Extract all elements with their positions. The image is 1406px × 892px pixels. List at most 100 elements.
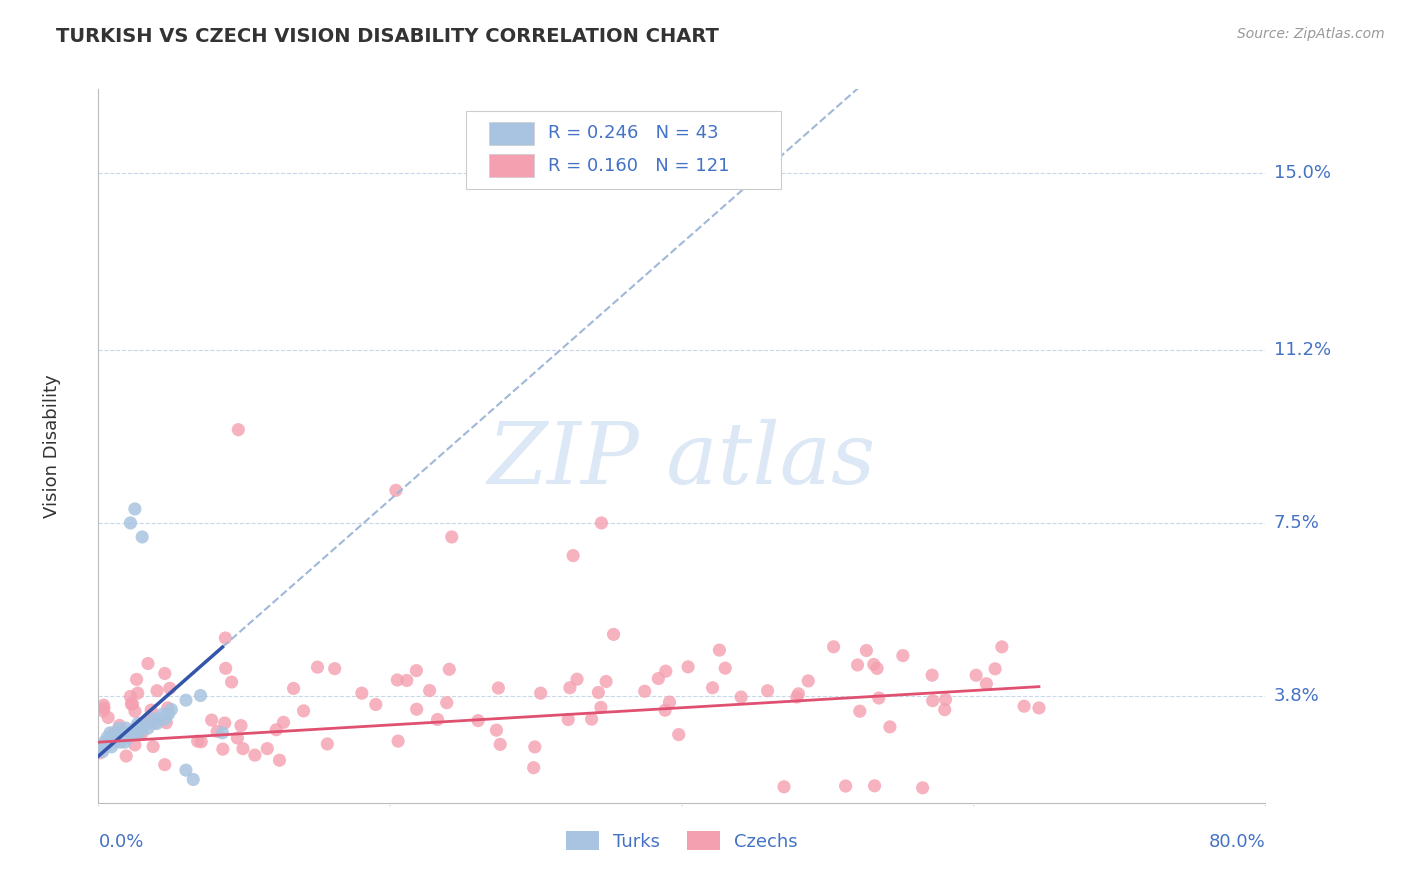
Point [581,712,603,726]
Point [891,648,914,663]
Point [149,712,172,726]
Point [862,657,884,672]
Point [187,734,209,748]
Point [91,744,114,758]
Text: Source: ZipAtlas.com: Source: ZipAtlas.com [1237,27,1385,41]
FancyBboxPatch shape [465,111,782,189]
Point [125,721,148,735]
Point [562,549,585,563]
Text: Vision Disability: Vision Disability [42,374,60,518]
Point [211,726,233,740]
Point [419,683,441,698]
Point [131,726,153,740]
Text: ZIP atlas: ZIP atlas [488,419,876,501]
Point [124,704,146,718]
Point [589,700,612,714]
FancyBboxPatch shape [489,154,534,177]
Point [787,687,810,701]
Point [965,668,987,682]
Point [100,739,122,754]
Point [557,713,579,727]
Point [849,704,872,718]
Point [136,721,159,735]
Point [439,662,461,676]
Point [558,681,581,695]
Point [269,753,291,767]
Text: 7.5%: 7.5% [1274,514,1320,532]
Point [214,631,236,645]
Point [921,668,943,682]
Point [97,710,120,724]
Point [111,731,134,745]
Point [105,731,128,745]
Point [654,703,676,717]
Point [823,640,845,654]
Point [214,716,236,731]
Point [486,681,509,695]
Text: TURKISH VS CZECH VISION DISABILITY CORRELATION CHART: TURKISH VS CZECH VISION DISABILITY CORRE… [56,27,718,45]
Point [976,677,998,691]
Point [93,701,115,715]
Point [157,707,180,722]
Point [595,674,617,689]
Point [773,780,796,794]
Point [658,695,681,709]
Point [588,685,610,699]
Point [387,673,409,687]
Point [834,779,856,793]
Point [110,735,132,749]
Point [215,661,238,675]
Point [118,726,141,740]
Point [107,726,129,740]
Text: R = 0.160   N = 121: R = 0.160 N = 121 [548,157,730,175]
Point [120,516,142,530]
Point [602,627,624,641]
Point [101,731,124,745]
Point [668,728,690,742]
Point [1012,699,1035,714]
Point [156,701,179,715]
Point [991,640,1014,654]
Point [190,689,212,703]
Point [243,748,266,763]
Point [136,714,159,729]
Point [98,726,121,740]
Point [205,724,228,739]
Point [440,530,463,544]
Point [565,672,588,686]
Point [523,761,546,775]
Point [155,712,177,726]
Point [316,737,339,751]
Text: 0.0%: 0.0% [98,833,143,851]
Point [350,686,373,700]
Point [756,683,779,698]
Point [523,739,546,754]
Point [676,660,699,674]
Point [121,697,143,711]
Point [426,713,449,727]
Point [142,712,165,726]
Point [634,684,657,698]
Point [211,742,233,756]
Point [127,716,149,731]
Point [115,749,138,764]
Point [232,741,254,756]
Point [108,721,131,735]
Legend: Turks, Czechs: Turks, Czechs [560,824,804,858]
Point [125,673,148,687]
Point [485,723,508,738]
Point [159,681,181,696]
Point [141,703,163,717]
Point [94,739,117,754]
Point [467,714,489,728]
Point [405,664,427,678]
Point [228,423,250,437]
Point [160,702,183,716]
Point [846,657,869,672]
Point [591,516,613,530]
Point [266,723,288,737]
Point [730,690,752,704]
Point [174,763,197,777]
Point [1028,701,1050,715]
Point [89,746,111,760]
